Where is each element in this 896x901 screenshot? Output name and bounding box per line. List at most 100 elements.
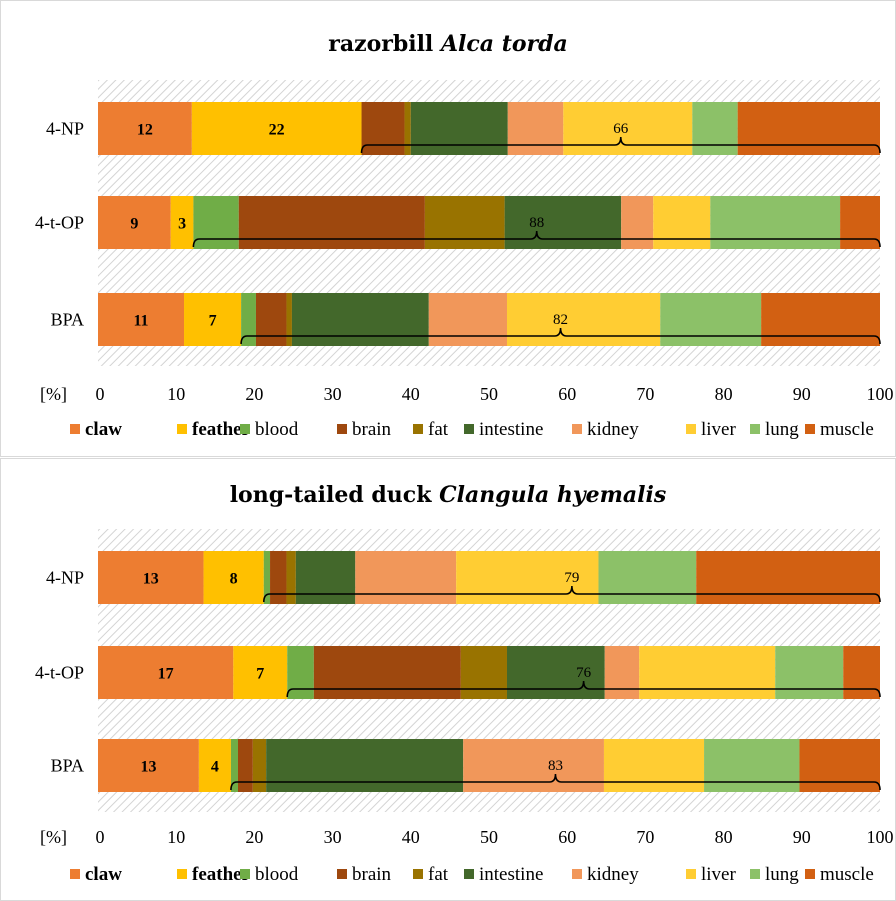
legend-swatch-lung bbox=[750, 424, 760, 434]
legend-swatch-liver bbox=[686, 869, 696, 879]
bar-segment-kidney bbox=[604, 646, 640, 699]
bar-segment-fat bbox=[252, 739, 267, 792]
bar-segment-liver bbox=[639, 646, 776, 699]
bar-segment-fat bbox=[286, 293, 292, 346]
bar-segment-intestine bbox=[504, 196, 622, 249]
bar-segment-liver bbox=[653, 196, 711, 249]
legend-label-intestine: intestine bbox=[479, 864, 543, 885]
x-tick-label: 10 bbox=[167, 384, 185, 404]
bar-segment-fat bbox=[460, 646, 507, 699]
bar-segment-lung bbox=[598, 551, 697, 604]
chart-title-latin: Clangula hyemalis bbox=[439, 482, 666, 508]
data-label: 11 bbox=[133, 313, 148, 330]
brace-label: 83 bbox=[548, 758, 563, 774]
legend-label-fat: fat bbox=[428, 864, 449, 885]
bar-segment-intestine bbox=[291, 293, 429, 346]
bar-segment-blood bbox=[193, 196, 239, 249]
x-tick-label: 0 bbox=[96, 827, 105, 847]
bar-segment-kidney bbox=[463, 739, 604, 792]
bar-segment-muscle bbox=[799, 739, 880, 792]
brace-label: 66 bbox=[613, 121, 629, 137]
bar-segment-fat bbox=[424, 196, 505, 249]
x-tick-label: 20 bbox=[245, 827, 263, 847]
legend-swatch-fat bbox=[413, 424, 423, 434]
bar-segment-intestine bbox=[506, 646, 605, 699]
bar-segment-lung bbox=[692, 102, 738, 155]
legend-label-liver: liver bbox=[701, 864, 736, 885]
x-tick-label: 90 bbox=[793, 827, 811, 847]
bar-segment-brain bbox=[237, 739, 253, 792]
category-label: BPA bbox=[51, 756, 84, 776]
bar-segment-brain bbox=[255, 293, 287, 346]
bar-segment-muscle bbox=[840, 196, 880, 249]
bar-segment-kidney bbox=[355, 551, 457, 604]
legend-swatch-brain bbox=[337, 869, 347, 879]
bar-segment-fat bbox=[286, 551, 296, 604]
bar-segment-brain bbox=[313, 646, 461, 699]
data-label: 12 bbox=[137, 122, 153, 139]
legend-swatch-feather bbox=[177, 424, 187, 434]
x-tick-label: 40 bbox=[402, 384, 420, 404]
brace-label: 88 bbox=[529, 215, 544, 231]
x-tick-label: 70 bbox=[636, 827, 654, 847]
bar-segment-claw bbox=[98, 196, 171, 249]
x-tick-label: 10 bbox=[167, 827, 185, 847]
legend-label-fat: fat bbox=[428, 419, 449, 440]
bar-segment-lung bbox=[704, 739, 800, 792]
legend-label-feather: feather bbox=[192, 419, 251, 440]
legend-label-brain: brain bbox=[352, 419, 392, 440]
legend-swatch-lung bbox=[750, 869, 760, 879]
legend-swatch-fat bbox=[413, 869, 423, 879]
x-tick-label: 0 bbox=[96, 384, 105, 404]
legend-swatch-muscle bbox=[805, 424, 815, 434]
bar-segment-fat bbox=[404, 102, 411, 155]
brace-label: 82 bbox=[553, 312, 568, 328]
legend-label-blood: blood bbox=[255, 864, 299, 885]
legend: claw feather blood brain fat intestine kidney l… bbox=[70, 864, 874, 885]
data-label: 7 bbox=[256, 666, 264, 683]
legend-swatch-intestine bbox=[464, 869, 474, 879]
legend-swatch-kidney bbox=[572, 869, 582, 879]
x-tick-label: 50 bbox=[480, 827, 498, 847]
bar-segment-claw bbox=[98, 739, 199, 792]
bar-segment-feather bbox=[233, 646, 288, 699]
chart-title-latin: Alca torda bbox=[439, 31, 568, 57]
bar-segment-intestine bbox=[266, 739, 464, 792]
bar-segment-claw bbox=[98, 551, 204, 604]
legend-label-muscle: muscle bbox=[820, 864, 874, 885]
legend-swatch-kidney bbox=[572, 424, 582, 434]
brace-label: 76 bbox=[576, 665, 592, 681]
x-tick-label: 40 bbox=[402, 827, 420, 847]
bar-segment-kidney bbox=[621, 196, 654, 249]
legend-label-lung: lung bbox=[765, 419, 799, 440]
legend-label-muscle: muscle bbox=[820, 419, 874, 440]
bar-segment-liver bbox=[506, 293, 661, 346]
legend-swatch-feather bbox=[177, 869, 187, 879]
bar-segment-blood bbox=[263, 551, 271, 604]
bar-segment-lung bbox=[775, 646, 844, 699]
bar-segment-lung bbox=[660, 293, 762, 346]
bar-segment-liver bbox=[563, 102, 693, 155]
bar-segment-feather bbox=[184, 293, 242, 346]
data-label: 7 bbox=[209, 313, 217, 330]
category-label: 4-t-OP bbox=[35, 213, 84, 233]
bar-segment-kidney bbox=[428, 293, 507, 346]
legend-label-lung: lung bbox=[765, 864, 799, 885]
bar-segment-muscle bbox=[761, 293, 880, 346]
bar-segment-claw bbox=[98, 102, 192, 155]
legend-swatch-intestine bbox=[464, 424, 474, 434]
legend-swatch-liver bbox=[686, 424, 696, 434]
brace-bracket bbox=[230, 773, 881, 791]
brace-bracket bbox=[192, 230, 881, 248]
bar-segment-muscle bbox=[843, 646, 880, 699]
bar-segment-blood bbox=[241, 293, 256, 346]
bar-segment-brain bbox=[361, 102, 405, 155]
x-tick-label: 80 bbox=[715, 384, 733, 404]
bar-segment-feather bbox=[198, 739, 231, 792]
x-tick-label: 30 bbox=[324, 384, 342, 404]
bar-segment-feather bbox=[203, 551, 264, 604]
x-tick-label: 90 bbox=[793, 384, 811, 404]
brace-bracket bbox=[240, 327, 881, 345]
